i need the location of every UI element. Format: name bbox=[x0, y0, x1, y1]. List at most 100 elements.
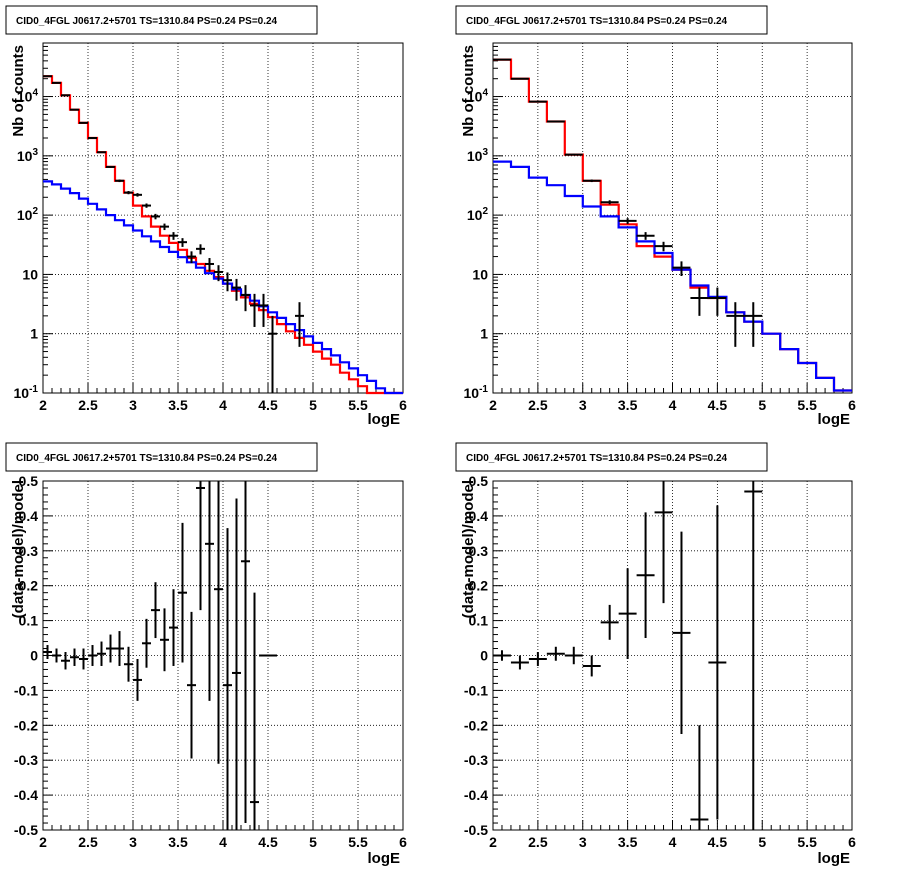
data-point bbox=[160, 223, 169, 231]
y-tick-label: -0.3 bbox=[14, 752, 38, 768]
data-point bbox=[205, 258, 214, 272]
data-point bbox=[205, 481, 214, 701]
grid-lines bbox=[43, 43, 403, 393]
chart-panel-4: 2 2.5 3 3.5 4 4.5 5 5.5 6 -0.5 -0.4 -0.3 -0.2 -0.1 0 0.… bbox=[455, 442, 856, 867]
data-point bbox=[160, 608, 169, 672]
y-tick-label: -0.1 bbox=[464, 682, 488, 698]
data-point bbox=[268, 315, 277, 393]
y-tick-base: 10 bbox=[17, 89, 33, 105]
x-tick-label: 2.5 bbox=[78, 397, 98, 413]
x-tick-label: 3.5 bbox=[168, 397, 188, 413]
x-axis-title: logE bbox=[368, 850, 401, 867]
data-point bbox=[582, 179, 601, 183]
data-point bbox=[618, 218, 637, 224]
data-point bbox=[564, 646, 583, 665]
y-tick-exponent: -1 bbox=[479, 384, 488, 395]
x-tick-label: 4.5 bbox=[708, 397, 728, 413]
x-tick-label: 3 bbox=[129, 397, 137, 413]
data-point bbox=[97, 151, 106, 154]
data-point bbox=[124, 646, 133, 682]
y-tick-base: 10 bbox=[17, 207, 33, 223]
data-points bbox=[493, 481, 763, 830]
data-point bbox=[70, 648, 79, 666]
y-tick-exponent: -1 bbox=[29, 384, 38, 395]
x-tick-label: 5 bbox=[309, 397, 317, 413]
y-tick-label: 1 bbox=[30, 326, 38, 342]
x-tick-label: 3 bbox=[579, 397, 587, 413]
y-tick-label: 0.5 bbox=[19, 473, 39, 489]
x-tick-label: 4.5 bbox=[258, 834, 278, 850]
data-point bbox=[196, 244, 205, 255]
data-point bbox=[690, 287, 709, 316]
title-box bbox=[455, 5, 768, 35]
data-point bbox=[151, 213, 160, 220]
x-tick-label: 4.5 bbox=[708, 834, 728, 850]
x-tick-label: 3.5 bbox=[618, 397, 638, 413]
y-tick-label: 0.5 bbox=[469, 473, 489, 489]
x-tick-label: 5.5 bbox=[348, 834, 368, 850]
data-point bbox=[79, 121, 88, 124]
data-point bbox=[232, 498, 241, 830]
data-point bbox=[654, 241, 673, 252]
data-point bbox=[43, 645, 52, 659]
data-point bbox=[564, 153, 583, 156]
chart-panel-3: 2 2.5 3 3.5 4 4.5 5 5.5 6 -0.5 -0.4 -0.3 -0.2 -0.1 0 0.… bbox=[5, 442, 407, 867]
x-tick-label: 2 bbox=[489, 397, 497, 413]
y-tick-exponent: 2 bbox=[32, 206, 38, 217]
x-tick-label: 6 bbox=[399, 834, 407, 850]
y-tick-label: 0.3 bbox=[19, 543, 39, 559]
y-tick-exponent: 4 bbox=[32, 88, 38, 99]
y-tick-label: 102 bbox=[17, 206, 39, 223]
x-axis-title: logE bbox=[368, 411, 401, 428]
data-points bbox=[43, 481, 277, 830]
y-tick-label: 0.1 bbox=[469, 613, 489, 629]
data-point bbox=[600, 604, 619, 640]
data-point bbox=[142, 618, 151, 668]
y-tick-label: 0.1 bbox=[19, 613, 39, 629]
data-point bbox=[169, 589, 178, 666]
data-point bbox=[600, 200, 619, 205]
data-point bbox=[618, 568, 637, 659]
y-tick-exponent: 2 bbox=[482, 206, 488, 217]
title-box bbox=[455, 442, 768, 472]
data-point bbox=[528, 100, 547, 103]
axis-ticks bbox=[492, 42, 853, 394]
y-tick-label: 0 bbox=[30, 648, 38, 664]
title-box bbox=[5, 442, 318, 472]
x-tick-label: 3.5 bbox=[618, 834, 638, 850]
x-tick-label: 2 bbox=[489, 834, 497, 850]
y-tick-label: -0.5 bbox=[464, 822, 488, 838]
y-tick-base: 10 bbox=[464, 385, 480, 401]
y-tick-base: 10 bbox=[14, 385, 30, 401]
y-tick-label: 1 bbox=[480, 326, 488, 342]
data-point bbox=[133, 193, 142, 197]
data-point bbox=[70, 108, 79, 111]
x-tick-label: 2.5 bbox=[78, 834, 98, 850]
data-point bbox=[708, 287, 727, 316]
data-point bbox=[672, 531, 691, 735]
grid-lines bbox=[493, 43, 852, 393]
chart-panel-1: 2 2.5 3 3.5 4 4.5 5 5.5 610-1110102103104CID0_4F… bbox=[5, 5, 407, 428]
data-point bbox=[124, 191, 133, 195]
data-point bbox=[115, 179, 124, 183]
y-tick-base: 10 bbox=[467, 89, 483, 105]
x-axis-title: logE bbox=[818, 850, 851, 867]
chart-title: CID0_4FGL J0617.2+5701 TS=1310.84 PS=0.2… bbox=[16, 16, 278, 27]
data-point bbox=[214, 265, 223, 282]
y-tick-label: 10 bbox=[472, 266, 488, 282]
data-point bbox=[241, 481, 250, 824]
data-point bbox=[250, 592, 259, 830]
data-point bbox=[744, 302, 763, 347]
y-tick-exponent: 3 bbox=[32, 147, 38, 158]
y-tick-label: 103 bbox=[17, 147, 39, 164]
y-axis-title: Nb of counts bbox=[10, 45, 27, 137]
data-point bbox=[187, 251, 196, 264]
x-tick-label: 3 bbox=[129, 834, 137, 850]
x-tick-label: 6 bbox=[399, 397, 407, 413]
y-tick-label: 10-1 bbox=[14, 384, 39, 401]
data-points bbox=[493, 58, 763, 347]
title-box bbox=[5, 5, 318, 35]
data-point bbox=[88, 136, 97, 139]
data-point bbox=[636, 512, 655, 639]
data-point bbox=[178, 238, 187, 247]
